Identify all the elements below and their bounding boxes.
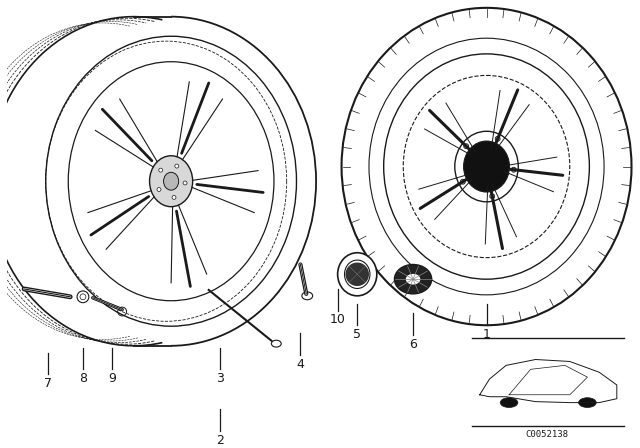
Text: 2: 2	[216, 434, 224, 447]
Ellipse shape	[338, 253, 377, 296]
Text: 10: 10	[330, 314, 346, 327]
Ellipse shape	[394, 264, 431, 294]
Ellipse shape	[495, 136, 500, 141]
Ellipse shape	[157, 188, 161, 191]
Text: 8: 8	[79, 372, 87, 385]
Ellipse shape	[150, 156, 193, 207]
Ellipse shape	[159, 168, 163, 172]
Text: 1: 1	[483, 328, 490, 341]
Ellipse shape	[183, 181, 187, 185]
Ellipse shape	[464, 144, 468, 149]
Text: 4: 4	[296, 358, 305, 370]
Wedge shape	[349, 274, 365, 286]
Ellipse shape	[405, 273, 421, 285]
Ellipse shape	[369, 38, 604, 295]
Text: 6: 6	[409, 338, 417, 351]
Wedge shape	[357, 266, 369, 283]
Ellipse shape	[490, 194, 495, 198]
Ellipse shape	[164, 172, 179, 190]
Text: 3: 3	[216, 372, 224, 385]
Wedge shape	[346, 266, 357, 283]
Ellipse shape	[172, 195, 176, 199]
Text: C0052138: C0052138	[526, 430, 569, 439]
Ellipse shape	[455, 131, 518, 202]
Ellipse shape	[175, 164, 179, 168]
Ellipse shape	[463, 141, 509, 192]
Text: 5: 5	[353, 328, 361, 341]
Text: 7: 7	[44, 377, 52, 390]
Ellipse shape	[500, 398, 518, 408]
Wedge shape	[349, 263, 365, 274]
Ellipse shape	[511, 167, 516, 172]
Ellipse shape	[579, 398, 596, 408]
Text: 9: 9	[108, 372, 116, 385]
Ellipse shape	[460, 179, 465, 184]
